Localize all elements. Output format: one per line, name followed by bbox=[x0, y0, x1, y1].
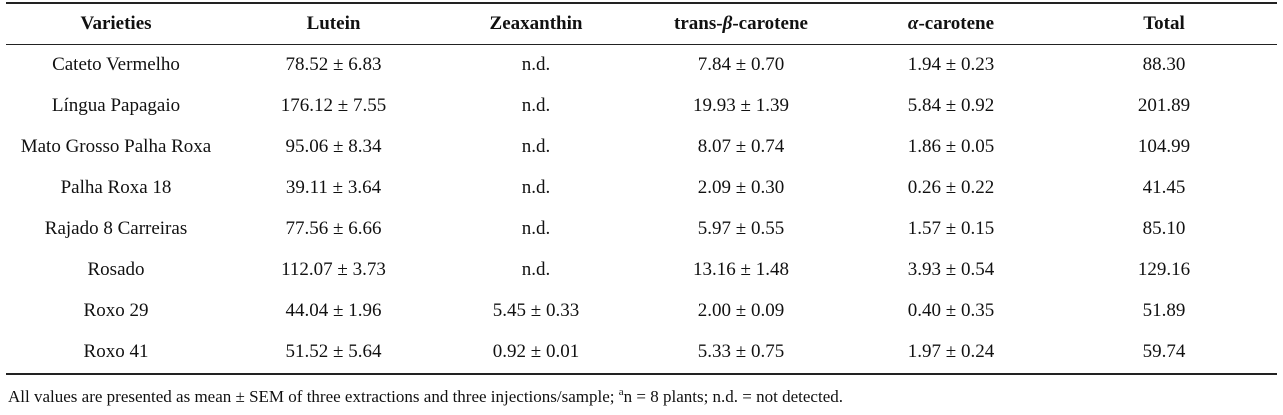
table-footnote: All values are presented as mean ± SEM o… bbox=[8, 386, 843, 407]
table-cell-total: 201.89 bbox=[1137, 94, 1191, 116]
table-cell-total: 59.74 bbox=[1142, 340, 1186, 362]
table-top-rule bbox=[6, 2, 1277, 4]
column-header-text: Total bbox=[1143, 13, 1185, 34]
table-cell-lutein: 112.07 ± 3.73 bbox=[281, 258, 386, 280]
variety-name-cell: Rajado 8 Carreiras bbox=[44, 217, 188, 239]
table-header-rule bbox=[6, 44, 1277, 45]
table-cell-lutein: 51.52 ± 5.64 bbox=[285, 340, 382, 362]
column-header-total: Total bbox=[1051, 4, 1277, 44]
table-row: Palha Roxa 18 39.11 ± 3.64 n.d. 2.09 ± 0.30… bbox=[6, 167, 1277, 208]
column-header-text: Varieties bbox=[80, 13, 152, 34]
table-cell-alpha-carotene: 3.93 ± 0.54 bbox=[907, 258, 995, 280]
table-cell-zeaxanthin: n.d. bbox=[521, 217, 551, 239]
table-cell-alpha-carotene: 1.94 ± 0.23 bbox=[907, 53, 995, 75]
footnote-superscript: a bbox=[618, 386, 624, 398]
column-header-zeaxanthin: Zeaxanthin bbox=[441, 4, 631, 44]
column-header-text: trans- bbox=[674, 13, 723, 34]
table-cell-zeaxanthin: n.d. bbox=[521, 94, 551, 116]
variety-name-cell: Rosado bbox=[87, 258, 145, 280]
variety-name-cell: Mato Grosso Palha Roxa bbox=[20, 135, 212, 157]
variety-name-cell: Palha Roxa 18 bbox=[60, 176, 172, 198]
table-cell-zeaxanthin: 0.92 ± 0.01 bbox=[492, 340, 580, 362]
column-header-text: -carotene bbox=[732, 13, 808, 34]
table-cell-total: 51.89 bbox=[1142, 299, 1186, 321]
table-cell-trans-beta-carotene: 5.97 ± 0.55 bbox=[697, 217, 785, 239]
table-cell-trans-beta-carotene: 2.00 ± 0.09 bbox=[697, 299, 785, 321]
column-header-text: α bbox=[907, 13, 919, 34]
footnote-text-continued: n = 8 plants; n.d. = not detected. bbox=[623, 387, 843, 406]
table-cell-total: 104.99 bbox=[1137, 135, 1191, 157]
table-cell-lutein: 77.56 ± 6.66 bbox=[285, 217, 382, 239]
table-cell-zeaxanthin: n.d. bbox=[521, 258, 551, 280]
table-cell-lutein: 39.11 ± 3.64 bbox=[285, 176, 382, 198]
carotenoid-content-table: Varieties Lutein Zeaxanthin trans-β-caroten… bbox=[6, 4, 1277, 372]
footnote-text: All values are presented as mean ± SEM o… bbox=[8, 387, 619, 406]
table-cell-alpha-carotene: 1.57 ± 0.15 bbox=[907, 217, 995, 239]
table-body: Cateto Vermelho 78.52 ± 6.83 n.d. 7.84 ± 0.… bbox=[6, 44, 1277, 372]
table-cell-alpha-carotene: 5.84 ± 0.92 bbox=[907, 94, 995, 116]
table-cell-alpha-carotene: 0.40 ± 0.35 bbox=[907, 299, 995, 321]
table-cell-lutein: 176.12 ± 7.55 bbox=[280, 94, 387, 116]
table-cell-lutein: 95.06 ± 8.34 bbox=[285, 135, 382, 157]
column-header-alpha-carotene: α-carotene bbox=[851, 4, 1051, 44]
column-header-text: -carotene bbox=[918, 13, 995, 34]
table-cell-lutein: 44.04 ± 1.96 bbox=[285, 299, 382, 321]
variety-name-cell: Roxo 29 bbox=[83, 299, 149, 321]
table-cell-total: 85.10 bbox=[1142, 217, 1186, 239]
table-cell-zeaxanthin: 5.45 ± 0.33 bbox=[492, 299, 580, 321]
table-row: Mato Grosso Palha Roxa 95.06 ± 8.34 n.d. 8.… bbox=[6, 126, 1277, 167]
variety-name-cell: Roxo 41 bbox=[83, 340, 149, 362]
table-cell-trans-beta-carotene: 13.16 ± 1.48 bbox=[693, 258, 789, 280]
table-cell-alpha-carotene: 1.86 ± 0.05 bbox=[907, 135, 995, 157]
table-row: Rosado 112.07 ± 3.73 n.d. 13.16 ± 1.48 3.93 … bbox=[6, 249, 1277, 290]
table-row: Língua Papagaio 176.12 ± 7.55 n.d. 19.93 ± … bbox=[6, 85, 1277, 126]
table-header-row: Varieties Lutein Zeaxanthin trans-β-caroten… bbox=[6, 4, 1277, 44]
table-cell-total: 129.16 bbox=[1137, 258, 1191, 280]
table-cell-trans-beta-carotene: 7.84 ± 0.70 bbox=[697, 53, 785, 75]
column-header-lutein: Lutein bbox=[226, 4, 441, 44]
table-cell-total: 41.45 bbox=[1142, 176, 1186, 198]
table-cell-trans-beta-carotene: 8.07 ± 0.74 bbox=[697, 135, 785, 157]
column-header-varieties: Varieties bbox=[6, 4, 226, 44]
table-cell-alpha-carotene: 0.26 ± 0.22 bbox=[907, 176, 995, 198]
table-cell-trans-beta-carotene: 2.09 ± 0.30 bbox=[697, 176, 785, 198]
table-cell-zeaxanthin: n.d. bbox=[521, 176, 551, 198]
table-row: Roxo 41 51.52 ± 5.64 0.92 ± 0.01 5.33 ± 0.7… bbox=[6, 331, 1277, 372]
table-row: Roxo 29 44.04 ± 1.96 5.45 ± 0.33 2.00 ± 0.0… bbox=[6, 290, 1277, 331]
variety-name-cell: Língua Papagaio bbox=[51, 94, 181, 116]
table-cell-zeaxanthin: n.d. bbox=[521, 53, 551, 75]
column-header-text: β bbox=[722, 13, 733, 34]
table-cell-trans-beta-carotene: 19.93 ± 1.39 bbox=[693, 94, 789, 116]
table-cell-total: 88.30 bbox=[1142, 53, 1186, 75]
table-row: Rajado 8 Carreiras 77.56 ± 6.66 n.d. 5.97 ±… bbox=[6, 208, 1277, 249]
column-header-text: Zeaxanthin bbox=[489, 13, 583, 34]
table-cell-trans-beta-carotene: 5.33 ± 0.75 bbox=[697, 340, 785, 362]
table-cell-lutein: 78.52 ± 6.83 bbox=[285, 53, 382, 75]
table-cell-zeaxanthin: n.d. bbox=[521, 135, 551, 157]
table-row: Cateto Vermelho 78.52 ± 6.83 n.d. 7.84 ± 0.… bbox=[6, 44, 1277, 85]
table-cell-alpha-carotene: 1.97 ± 0.24 bbox=[907, 340, 995, 362]
column-header-trans-beta-carotene: trans-β-carotene bbox=[631, 4, 851, 44]
column-header-text: Lutein bbox=[306, 13, 361, 34]
variety-name-cell: Cateto Vermelho bbox=[52, 53, 180, 75]
table-bottom-rule bbox=[6, 373, 1277, 375]
